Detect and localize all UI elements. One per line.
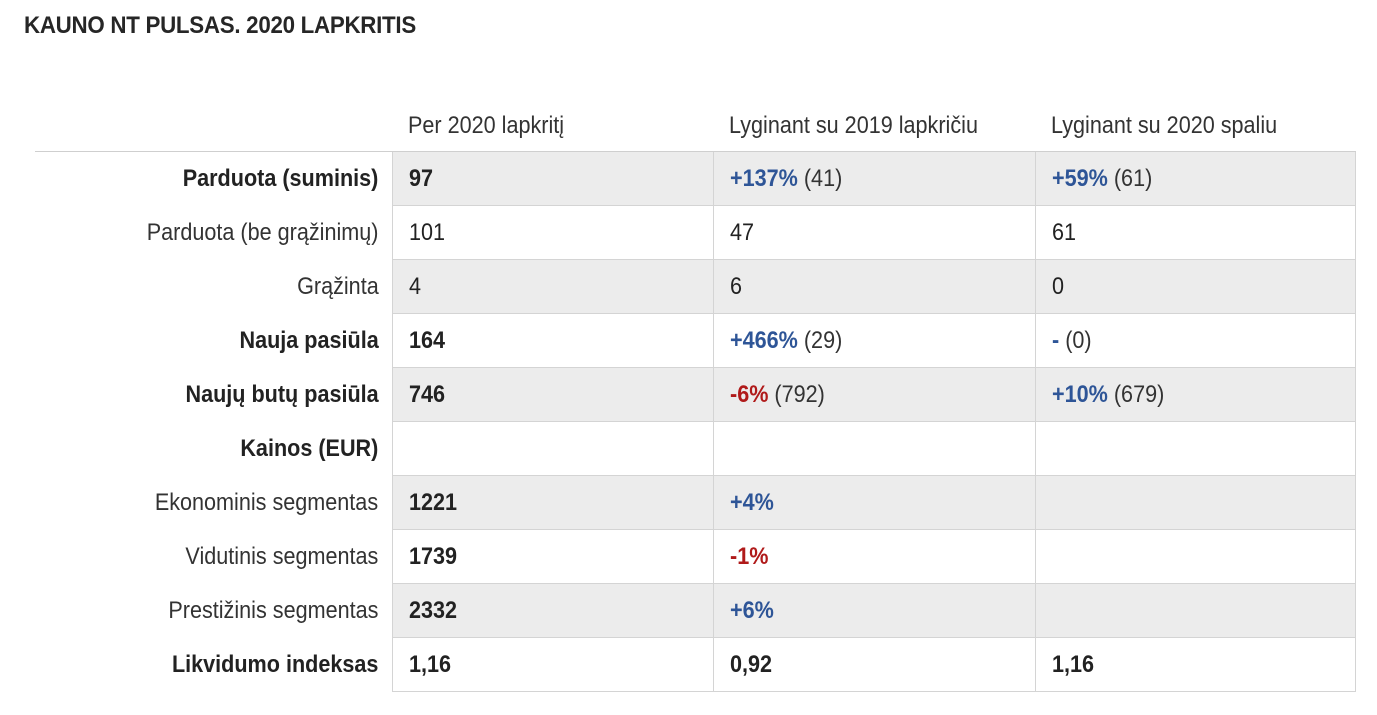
vs-october-cell: +59% (61) <box>1034 151 1356 206</box>
period-cell: 101 <box>391 205 714 260</box>
vs-2019-cell: +6% <box>712 583 1036 638</box>
period-cell: 746 <box>391 367 714 422</box>
table-row: Prestižinis segmentas 2332 +6% <box>35 583 1356 638</box>
table-row: Ekonominis segmentas 1221 +4% <box>35 475 1356 530</box>
positive-change: +10% <box>1051 380 1108 408</box>
vs-2019-cell: 47 <box>712 205 1036 260</box>
reference-value: (41) <box>797 164 842 192</box>
vs-2019-cell: +4% <box>712 475 1036 530</box>
negative-change: -1% <box>729 542 768 570</box>
vs-2019-cell: -6% (792) <box>712 367 1036 422</box>
header-vs-october: Lyginant su 2020 spaliu <box>1035 100 1355 152</box>
row-label: Prestižinis segmentas <box>168 596 379 624</box>
row-label: Kainos (EUR) <box>240 434 379 462</box>
vs-2019-cell: +466% (29) <box>712 313 1036 368</box>
table-row: Likvidumo indeksas 1,16 0,92 1,16 <box>35 637 1356 692</box>
row-label: Ekonominis segmentas <box>155 488 379 516</box>
vs-october-cell: 1,16 <box>1034 637 1356 692</box>
table-row: Naujų butų pasiūla 746 -6% (792) +10% (679) <box>35 367 1356 422</box>
row-label: Grąžinta <box>296 272 379 300</box>
reference-value: (29) <box>797 326 842 354</box>
table-row: Vidutinis segmentas 1739 -1% <box>35 529 1356 584</box>
period-cell: 1221 <box>391 475 714 530</box>
positive-change: +137% <box>729 164 798 192</box>
table-row: Nauja pasiūla 164 +466% (29) - (0) <box>35 313 1356 368</box>
reference-value: (0) <box>1058 326 1092 354</box>
table-body: Parduota (suminis) 97 +137% (41) +59% (61) P… <box>35 151 1356 692</box>
reference-value: (61) <box>1107 164 1152 192</box>
row-label: Parduota (suminis) <box>182 164 379 192</box>
cell-value: 6 <box>729 272 742 300</box>
vs-october-cell <box>1034 583 1356 638</box>
table-row: Parduota (be grąžinimų) 101 47 61 <box>35 205 1356 260</box>
cell-value: 61 <box>1051 218 1076 246</box>
row-label: Likvidumo indeksas <box>172 650 379 678</box>
positive-change: - <box>1051 326 1059 354</box>
cell-value: 164 <box>408 326 445 354</box>
row-label: Vidutinis segmentas <box>185 542 379 570</box>
cell-value: 4 <box>408 272 421 300</box>
pulse-table: Per 2020 lapkritį Lyginant su 2019 lapkr… <box>35 100 1356 692</box>
cell-value: 47 <box>729 218 754 246</box>
row-label: Nauja pasiūla <box>239 326 379 354</box>
cell-value: 1221 <box>408 488 457 516</box>
positive-change: +6% <box>729 596 774 624</box>
cell-value: 2332 <box>408 596 457 624</box>
period-cell: 2332 <box>391 583 714 638</box>
table-row: Grąžinta 4 6 0 <box>35 259 1356 314</box>
header-period: Per 2020 lapkritį <box>392 100 713 152</box>
vs-october-cell: - (0) <box>1034 313 1356 368</box>
header-empty <box>35 100 392 152</box>
period-cell: 97 <box>391 151 714 206</box>
row-label: Parduota (be grąžinimų) <box>146 218 379 246</box>
vs-2019-cell <box>712 421 1036 476</box>
period-cell: 4 <box>391 259 714 314</box>
vs-october-cell <box>1034 475 1356 530</box>
period-cell: 1739 <box>391 529 714 584</box>
vs-2019-cell: 0,92 <box>712 637 1036 692</box>
cell-value: 97 <box>408 164 433 192</box>
cell-value: 0 <box>1051 272 1064 300</box>
vs-october-cell: +10% (679) <box>1034 367 1356 422</box>
positive-change: +4% <box>729 488 774 516</box>
vs-october-cell: 61 <box>1034 205 1356 260</box>
cell-value: 101 <box>408 218 445 246</box>
cell-value: 1739 <box>408 542 457 570</box>
vs-october-cell: 0 <box>1034 259 1356 314</box>
reference-value: (792) <box>767 380 825 408</box>
header-row: Per 2020 lapkritį Lyginant su 2019 lapkr… <box>35 100 1355 152</box>
cell-value: 746 <box>408 380 445 408</box>
vs-2019-cell: 6 <box>712 259 1036 314</box>
table-row: Parduota (suminis) 97 +137% (41) +59% (61) <box>35 151 1356 206</box>
period-cell: 1,16 <box>391 637 714 692</box>
vs-october-cell <box>1034 529 1356 584</box>
vs-2019-cell: +137% (41) <box>712 151 1036 206</box>
positive-change: +59% <box>1051 164 1108 192</box>
negative-change: -6% <box>729 380 768 408</box>
period-cell <box>391 421 714 476</box>
period-cell: 164 <box>391 313 714 368</box>
positive-change: +466% <box>729 326 798 354</box>
table-row: Kainos (EUR) <box>35 421 1356 476</box>
vs-october-cell <box>1034 421 1356 476</box>
header-vs-2019: Lyginant su 2019 lapkričiu <box>713 100 1035 152</box>
cell-value: 1,16 <box>1051 650 1094 678</box>
reference-value: (679) <box>1107 380 1164 408</box>
cell-value: 0,92 <box>729 650 772 678</box>
cell-value: 1,16 <box>408 650 451 678</box>
row-label: Naujų butų pasiūla <box>185 380 379 408</box>
vs-2019-cell: -1% <box>712 529 1036 584</box>
page-title: KAUNO NT PULSAS. 2020 LAPKRITIS <box>24 12 416 39</box>
